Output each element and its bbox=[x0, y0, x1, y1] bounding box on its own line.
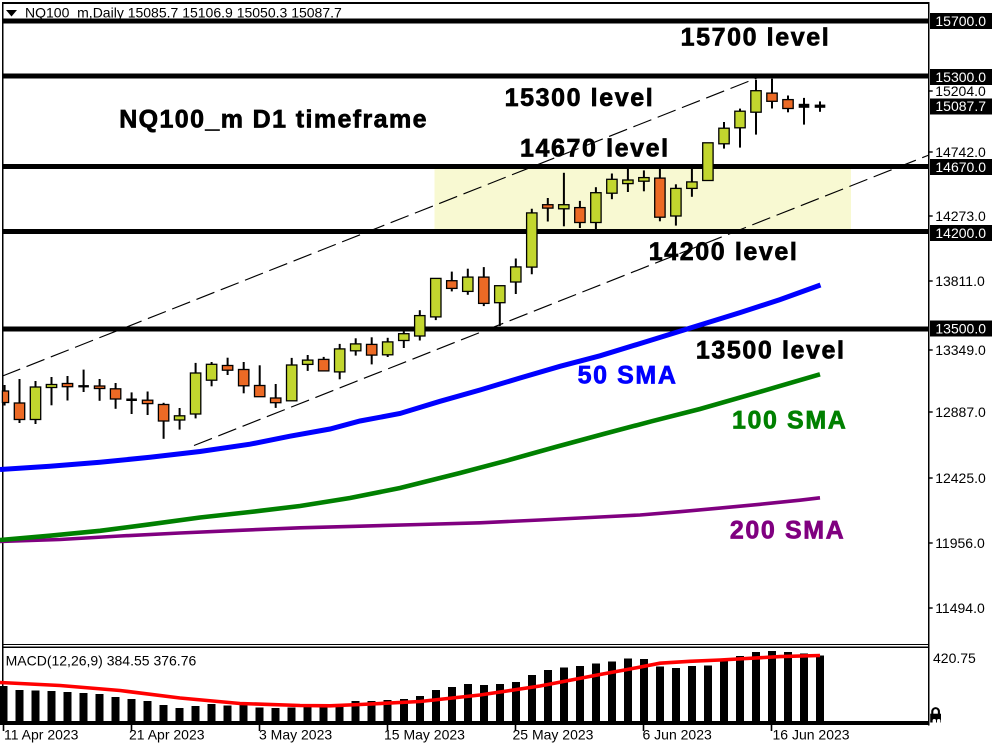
svg-text:14273.0: 14273.0 bbox=[935, 208, 986, 224]
svg-text:NQ100_m,Daily 15085.7 15106.9: NQ100_m,Daily 15085.7 15106.9 15050.3 15… bbox=[25, 4, 342, 20]
svg-text:15204.0: 15204.0 bbox=[935, 83, 986, 99]
svg-text:21 Apr 2023: 21 Apr 2023 bbox=[129, 727, 205, 743]
svg-text:14670 level: 14670 level bbox=[520, 135, 670, 163]
svg-text:15087.7: 15087.7 bbox=[935, 98, 986, 114]
svg-text:50 SMA: 50 SMA bbox=[578, 362, 678, 390]
svg-text:12425.0: 12425.0 bbox=[935, 470, 986, 486]
svg-text:15300.0: 15300.0 bbox=[935, 69, 986, 85]
svg-text:16 Jun 2023: 16 Jun 2023 bbox=[773, 727, 850, 743]
svg-text:200 SMA: 200 SMA bbox=[730, 516, 845, 544]
svg-text:13349.0: 13349.0 bbox=[935, 342, 986, 358]
svg-text:11 Apr 2023: 11 Apr 2023 bbox=[4, 727, 79, 743]
svg-text:15 May 2023: 15 May 2023 bbox=[384, 727, 465, 743]
svg-text:12887.0: 12887.0 bbox=[935, 404, 986, 420]
svg-text:100 SMA: 100 SMA bbox=[732, 407, 847, 435]
svg-text:14200 level: 14200 level bbox=[649, 238, 799, 266]
svg-text:15700.0: 15700.0 bbox=[935, 13, 986, 29]
svg-text:13500 level: 13500 level bbox=[696, 336, 846, 364]
svg-text:MACD(12,26,9) 384.55 376.76: MACD(12,26,9) 384.55 376.76 bbox=[6, 653, 197, 669]
svg-text:14670.0: 14670.0 bbox=[935, 159, 986, 175]
svg-text:3 May 2023: 3 May 2023 bbox=[259, 727, 332, 743]
svg-text:13811.0: 13811.0 bbox=[935, 273, 985, 289]
svg-text:15300 level: 15300 level bbox=[505, 84, 655, 112]
svg-text:420.75: 420.75 bbox=[933, 650, 976, 666]
svg-text:14200.0: 14200.0 bbox=[935, 225, 986, 241]
svg-text:15700 level: 15700 level bbox=[681, 24, 831, 52]
svg-text:6 Jun 2023: 6 Jun 2023 bbox=[643, 727, 712, 743]
svg-text:13500.0: 13500.0 bbox=[935, 320, 986, 336]
svg-text:11494.0: 11494.0 bbox=[935, 600, 985, 616]
svg-text:11956.0: 11956.0 bbox=[935, 535, 985, 551]
svg-text:25 May 2023: 25 May 2023 bbox=[513, 727, 594, 743]
svg-text:NQ100_m D1 timeframe: NQ100_m D1 timeframe bbox=[119, 106, 428, 134]
svg-text:14742.0: 14742.0 bbox=[935, 144, 986, 160]
